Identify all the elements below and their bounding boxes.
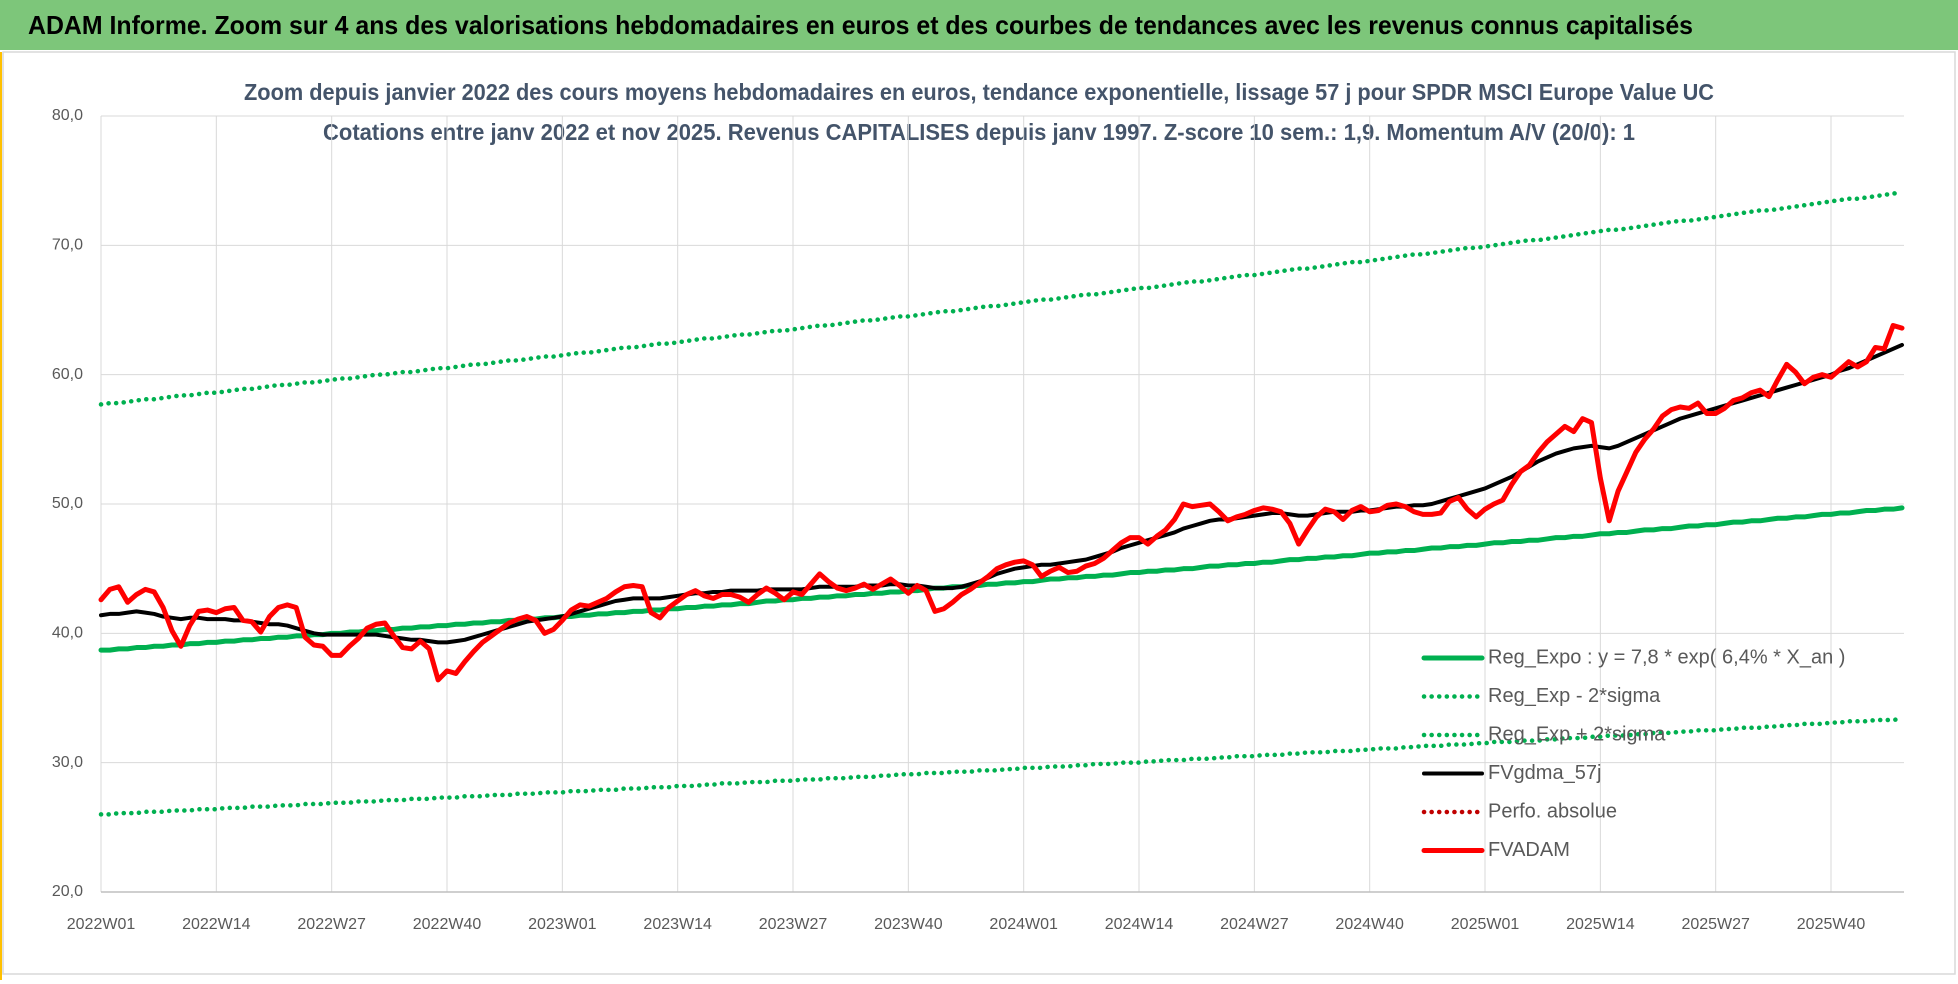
header-band [0,0,1958,50]
series-line [98,190,1905,407]
chart-subtitle: Cotations entre janv 2022 et nov 2025. R… [323,119,1635,145]
y-tick-label: 60,0 [52,366,83,383]
x-tick-label: 2024W40 [1335,916,1404,933]
x-tick-label: 2023W40 [874,916,943,933]
x-tick-label: 2025W27 [1681,916,1750,933]
series-line [99,342,1904,645]
legend-label: Perfo. absolue [1488,800,1617,822]
x-tick-label: 2024W27 [1220,916,1289,933]
legend-label: Reg_Expo : y = 7,8 * exp( 6,4% * X_an ) [1488,646,1845,668]
y-tick-label: 40,0 [52,625,83,642]
x-tick-label: 2025W01 [1451,916,1520,933]
x-tick-label: 2022W14 [182,916,251,933]
y-tick-label: 30,0 [52,754,83,771]
series-line [98,716,1905,817]
y-tick-label: 80,0 [52,107,83,124]
x-tick-label: 2025W14 [1566,916,1635,933]
x-tick-label: 2022W01 [67,916,136,933]
series-line [98,505,1905,653]
x-tick-label: 2023W01 [528,916,597,933]
y-tick-label: 50,0 [52,495,83,512]
x-tick-label: 2023W27 [759,916,828,933]
x-tick-label: 2023W14 [643,916,712,933]
x-tick-label: 2022W40 [413,916,482,933]
legend-label: FVgdma_57j [1488,762,1601,784]
chart-frame [2,51,1956,975]
y-tick-label: 70,0 [52,237,83,254]
x-tick-label: 2024W14 [1105,916,1174,933]
x-tick-label: 2025W40 [1797,916,1866,933]
x-tick-label: 2024W01 [989,916,1058,933]
legend-label: Reg_Exp - 2*sigma [1488,685,1661,707]
series-line [98,323,1905,683]
x-tick-label: 2022W27 [297,916,366,933]
header-title: ADAM Informe. Zoom sur 4 ans des valoris… [28,10,1693,40]
legend-label: Reg_Exp + 2*sigma [1488,723,1666,745]
chart-title: Zoom depuis janvier 2022 des cours moyen… [244,79,1714,105]
legend-label: FVADAM [1488,839,1570,861]
y-tick-label: 20,0 [52,883,83,900]
